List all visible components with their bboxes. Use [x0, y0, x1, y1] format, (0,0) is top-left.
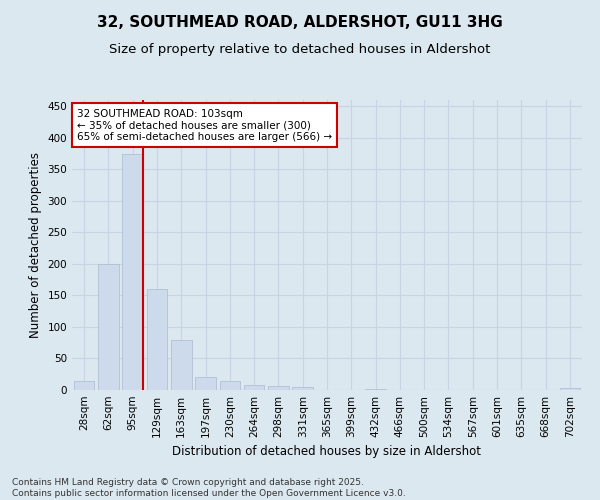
Bar — [122, 154, 143, 390]
Bar — [365, 388, 386, 390]
Bar — [98, 264, 119, 390]
Bar — [244, 385, 265, 390]
Bar — [268, 386, 289, 390]
Bar — [74, 380, 94, 390]
Bar — [292, 388, 313, 390]
Bar — [146, 289, 167, 390]
Bar — [171, 340, 191, 390]
X-axis label: Distribution of detached houses by size in Aldershot: Distribution of detached houses by size … — [173, 446, 482, 458]
Text: 32, SOUTHMEAD ROAD, ALDERSHOT, GU11 3HG: 32, SOUTHMEAD ROAD, ALDERSHOT, GU11 3HG — [97, 15, 503, 30]
Text: Size of property relative to detached houses in Aldershot: Size of property relative to detached ho… — [109, 42, 491, 56]
Text: 32 SOUTHMEAD ROAD: 103sqm
← 35% of detached houses are smaller (300)
65% of semi: 32 SOUTHMEAD ROAD: 103sqm ← 35% of detac… — [77, 108, 332, 142]
Bar — [220, 381, 240, 390]
Bar — [195, 378, 216, 390]
Text: Contains HM Land Registry data © Crown copyright and database right 2025.
Contai: Contains HM Land Registry data © Crown c… — [12, 478, 406, 498]
Y-axis label: Number of detached properties: Number of detached properties — [29, 152, 42, 338]
Bar — [560, 388, 580, 390]
